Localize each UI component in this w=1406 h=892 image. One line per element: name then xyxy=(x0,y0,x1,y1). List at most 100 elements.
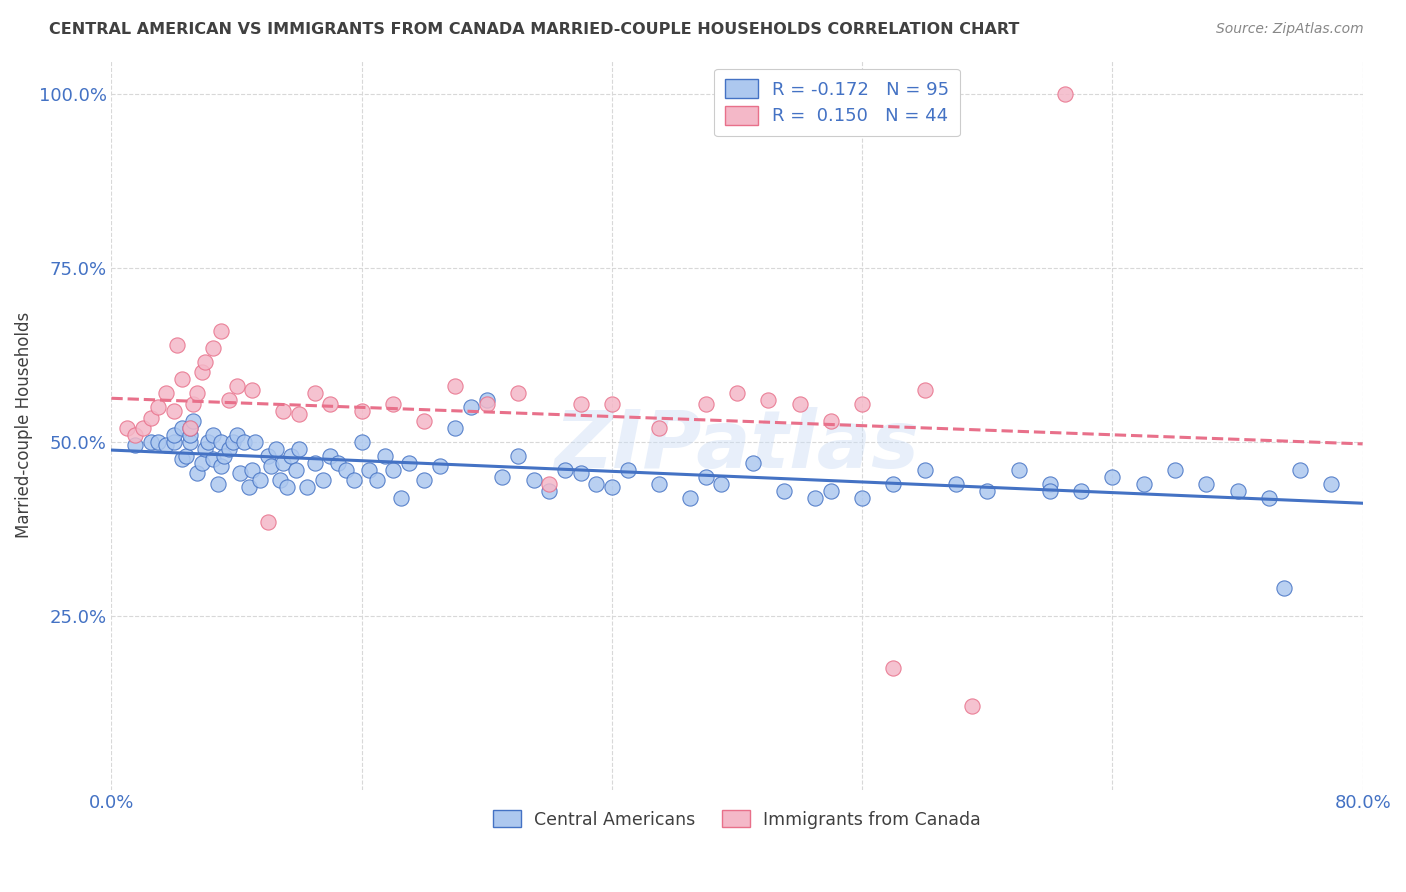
Point xyxy=(1132,476,1154,491)
Point xyxy=(179,421,201,435)
Point xyxy=(648,421,671,435)
Point xyxy=(695,397,717,411)
Point xyxy=(600,480,623,494)
Point xyxy=(820,414,842,428)
Point xyxy=(475,393,498,408)
Point xyxy=(851,397,873,411)
Point xyxy=(725,386,748,401)
Point xyxy=(191,366,214,380)
Point xyxy=(280,449,302,463)
Point xyxy=(945,476,967,491)
Point xyxy=(569,467,592,481)
Point xyxy=(319,397,342,411)
Point xyxy=(245,434,267,449)
Point xyxy=(1007,463,1029,477)
Point xyxy=(523,473,546,487)
Point xyxy=(124,428,146,442)
Point xyxy=(773,483,796,498)
Point xyxy=(163,403,186,417)
Point xyxy=(240,463,263,477)
Point xyxy=(1320,476,1343,491)
Point xyxy=(804,491,827,505)
Point xyxy=(538,476,561,491)
Point xyxy=(139,434,162,449)
Point xyxy=(179,421,201,435)
Point xyxy=(311,473,333,487)
Point xyxy=(285,463,308,477)
Point xyxy=(304,386,326,401)
Point xyxy=(194,442,217,456)
Point xyxy=(343,473,366,487)
Point xyxy=(273,403,295,417)
Point xyxy=(124,438,146,452)
Point xyxy=(1195,476,1218,491)
Point xyxy=(413,473,436,487)
Point xyxy=(328,456,350,470)
Point xyxy=(1054,87,1077,102)
Point xyxy=(209,434,232,449)
Point xyxy=(139,410,162,425)
Point xyxy=(269,473,291,487)
Point xyxy=(756,393,779,408)
Point xyxy=(186,467,208,481)
Point xyxy=(398,456,420,470)
Point xyxy=(115,421,138,435)
Text: CENTRAL AMERICAN VS IMMIGRANTS FROM CANADA MARRIED-COUPLE HOUSEHOLDS CORRELATION: CENTRAL AMERICAN VS IMMIGRANTS FROM CANA… xyxy=(49,22,1019,37)
Point xyxy=(506,449,529,463)
Point xyxy=(194,355,217,369)
Point xyxy=(191,456,214,470)
Point xyxy=(179,428,201,442)
Point xyxy=(273,456,295,470)
Point xyxy=(202,341,225,355)
Point xyxy=(249,473,271,487)
Point xyxy=(163,428,186,442)
Point xyxy=(381,463,404,477)
Point xyxy=(359,463,381,477)
Point xyxy=(413,414,436,428)
Point xyxy=(976,483,998,498)
Point xyxy=(1289,463,1312,477)
Point xyxy=(225,428,247,442)
Point xyxy=(179,434,201,449)
Point xyxy=(228,467,250,481)
Point xyxy=(181,397,204,411)
Point xyxy=(1257,491,1279,505)
Point xyxy=(381,397,404,411)
Point xyxy=(288,442,311,456)
Point xyxy=(710,476,733,491)
Point xyxy=(240,383,263,397)
Point xyxy=(238,480,260,494)
Point xyxy=(170,421,193,435)
Legend: Central Americans, Immigrants from Canada: Central Americans, Immigrants from Canad… xyxy=(486,804,988,836)
Point xyxy=(197,434,219,449)
Point xyxy=(820,483,842,498)
Point xyxy=(166,337,188,351)
Point xyxy=(225,379,247,393)
Point xyxy=(304,456,326,470)
Point xyxy=(600,397,623,411)
Point xyxy=(202,452,225,467)
Point xyxy=(256,515,278,529)
Point xyxy=(212,449,235,463)
Point xyxy=(209,459,232,474)
Point xyxy=(1039,483,1062,498)
Point xyxy=(163,434,186,449)
Point xyxy=(222,434,245,449)
Point xyxy=(460,401,482,415)
Point xyxy=(276,480,298,494)
Y-axis label: Married-couple Households: Married-couple Households xyxy=(15,311,32,538)
Point xyxy=(218,442,240,456)
Point xyxy=(170,372,193,386)
Point xyxy=(389,491,412,505)
Text: Source: ZipAtlas.com: Source: ZipAtlas.com xyxy=(1216,22,1364,37)
Point xyxy=(207,476,229,491)
Point xyxy=(374,449,396,463)
Point xyxy=(264,442,287,456)
Point xyxy=(350,403,373,417)
Point xyxy=(155,438,177,452)
Point xyxy=(882,476,904,491)
Point xyxy=(295,480,318,494)
Point xyxy=(429,459,451,474)
Point xyxy=(914,463,936,477)
Point xyxy=(648,476,671,491)
